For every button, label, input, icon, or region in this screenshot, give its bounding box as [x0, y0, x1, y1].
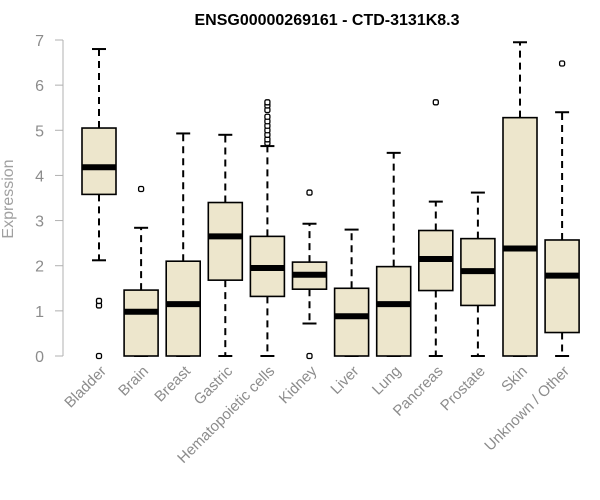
- box-rect: [123, 289, 159, 357]
- box-rect: [81, 127, 117, 196]
- y-tick-label: 6: [35, 78, 44, 95]
- box-2: [165, 132, 201, 357]
- box-5: [291, 189, 328, 360]
- y-axis-ticks: 0 1 2 3 4 5 6 7: [35, 33, 63, 366]
- boxes-group: [81, 41, 580, 360]
- outlier-point: [95, 297, 103, 305]
- x-tick-label: Prostate: [437, 363, 489, 415]
- box-7: [375, 151, 412, 357]
- outlier-point: [137, 185, 145, 193]
- outlier-point: [432, 99, 439, 106]
- box-3: [207, 133, 244, 357]
- box-11: [544, 60, 580, 357]
- box-rect: [207, 201, 244, 281]
- outlier-point: [95, 352, 103, 360]
- y-tick-label: 1: [35, 304, 44, 321]
- y-tick-label: 0: [35, 349, 44, 366]
- y-tick-label: 4: [35, 168, 44, 185]
- x-tick-label: Skin: [498, 363, 531, 396]
- outlier-point: [264, 99, 271, 106]
- x-tick-label: Bladder: [61, 363, 110, 412]
- y-tick-label: 2: [35, 259, 44, 276]
- box-10: [502, 41, 538, 357]
- box-1: [123, 185, 159, 357]
- box-4: [249, 99, 286, 357]
- box-rect: [333, 287, 370, 357]
- y-tick-label: 7: [35, 33, 44, 50]
- box-rect: [502, 116, 538, 357]
- x-tick-label: Kidney: [276, 362, 321, 407]
- outlier-point: [306, 189, 313, 196]
- box-rect: [165, 260, 201, 357]
- x-tick-label: Liver: [327, 363, 362, 398]
- y-tick-label: 5: [35, 123, 44, 140]
- outlier-point: [264, 113, 271, 120]
- box-rect: [544, 239, 580, 334]
- x-tick-label: Brain: [115, 363, 152, 400]
- x-tick-label: Lung: [369, 363, 405, 399]
- box-6: [333, 228, 370, 357]
- y-tick-label: 3: [35, 214, 44, 231]
- y-axis-label: Expression: [0, 159, 17, 238]
- box-rect: [375, 265, 412, 357]
- chart-title: ENSG00000269161 - CTD-3131K8.3: [194, 12, 459, 29]
- outlier-point: [306, 352, 313, 360]
- box-9: [460, 191, 496, 357]
- outlier-point: [558, 60, 566, 67]
- box-0: [81, 48, 117, 360]
- box-8: [417, 99, 454, 357]
- x-tick-label: Breast: [151, 362, 194, 405]
